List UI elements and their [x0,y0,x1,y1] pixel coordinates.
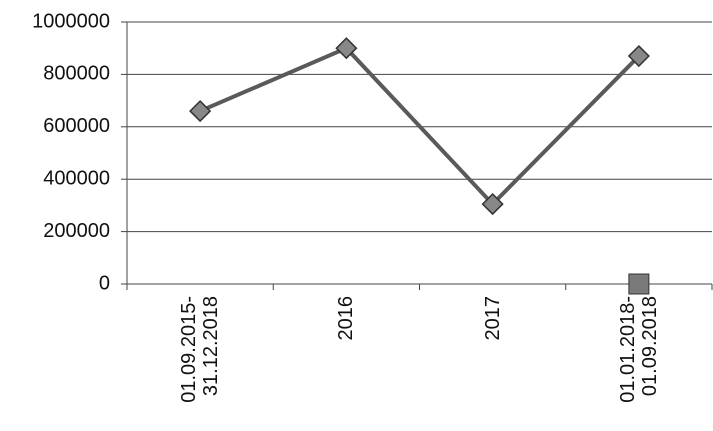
marker [481,193,504,216]
y-tick-label: 400000 [43,167,110,189]
marker [335,37,358,60]
x-tick-label: 2017 [481,296,504,341]
x-tick-label: 01.01.2018- 01.09.2018 [616,296,661,403]
marker [627,44,650,68]
y-tick-label: 800000 [43,63,110,85]
y-tick-label: 600000 [43,115,110,137]
series-line [199,45,641,207]
x-tick-label: 2016 [335,296,358,341]
marker [189,100,212,123]
marker [628,273,650,295]
y-tick-label: 1000000 [32,10,110,32]
y-tick-label: 200000 [43,220,110,242]
y-tick-label: 0 [99,272,110,294]
x-tick-label: 01.09.2015- 31.12.2018 [178,296,223,403]
